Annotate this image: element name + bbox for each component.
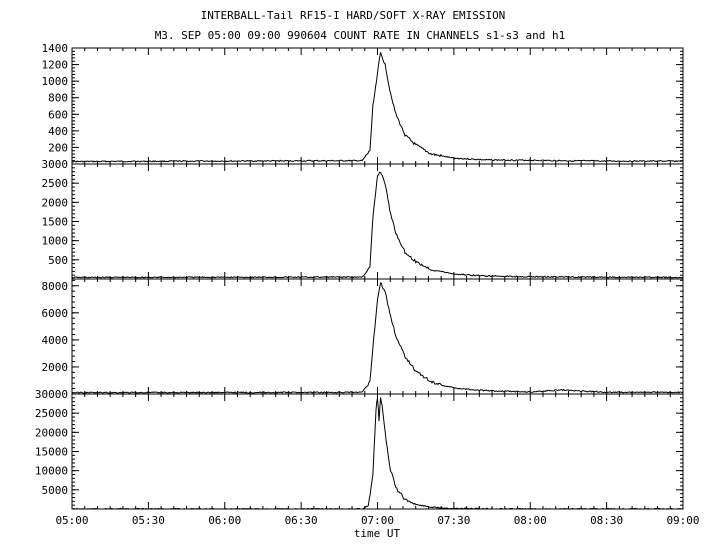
chart-title: INTERBALL-Tail RF15-I HARD/SOFT X-RAY EM… <box>201 9 506 22</box>
y-tick-label: 15000 <box>35 446 68 459</box>
y-tick-label: 6000 <box>42 307 69 320</box>
panel-1-frame <box>71 47 684 165</box>
y-tick-label: 4000 <box>42 334 69 347</box>
panel-2-frame <box>71 163 684 280</box>
y-tick-label: 1000 <box>42 235 69 248</box>
x-tick-label: 07:00 <box>361 514 394 527</box>
y-tick-label: 3000 <box>42 158 69 171</box>
y-tick-label: 500 <box>48 254 68 267</box>
panel-3-frame <box>71 278 684 395</box>
panel-4-series <box>72 397 684 510</box>
panel-3-series <box>71 282 684 394</box>
x-tick-label: 06:00 <box>208 514 241 527</box>
y-tick-label: 10000 <box>35 465 68 478</box>
plot-panels: 200 400 600 800 1000 1200 1400 500 1000 1500 2000 2… <box>35 42 700 527</box>
y-tick-label: 2000 <box>42 196 69 209</box>
y-tick-label: 8000 <box>42 280 69 293</box>
y-tick-label: 600 <box>48 108 68 121</box>
x-tick-label: 08:30 <box>590 514 623 527</box>
x-tick-label: 05:00 <box>55 514 88 527</box>
panel-1-series <box>72 52 684 163</box>
y-tick-label: 2000 <box>42 361 69 374</box>
chart-subtitle: M3. SEP 05:00 09:00 990604 COUNT RATE IN… <box>155 29 566 42</box>
y-tick-label: 2500 <box>42 177 69 190</box>
y-tick-label: 200 <box>48 141 68 154</box>
y-tick-label: 30000 <box>35 388 68 401</box>
y-tick-label: 1500 <box>42 216 69 229</box>
y-tick-label: 25000 <box>35 407 68 420</box>
y-tick-label: 1400 <box>42 42 69 55</box>
x-tick-label: 06:30 <box>285 514 318 527</box>
y-tick-label: 800 <box>48 92 68 105</box>
y-tick-label: 20000 <box>35 426 68 439</box>
y-tick-label: 1000 <box>42 75 69 88</box>
panel-4-frame <box>71 393 684 510</box>
x-axis-label: time UT <box>354 527 401 540</box>
x-tick-label: 09:00 <box>666 514 699 527</box>
y-tick-label: 400 <box>48 125 68 138</box>
x-tick-label: 08:00 <box>514 514 547 527</box>
x-tick-label: 07:30 <box>437 514 470 527</box>
y-tick-label: 1200 <box>42 59 69 72</box>
panel-2-series <box>71 171 684 279</box>
y-tick-label: 5000 <box>42 484 69 497</box>
x-tick-label: 05:30 <box>132 514 165 527</box>
